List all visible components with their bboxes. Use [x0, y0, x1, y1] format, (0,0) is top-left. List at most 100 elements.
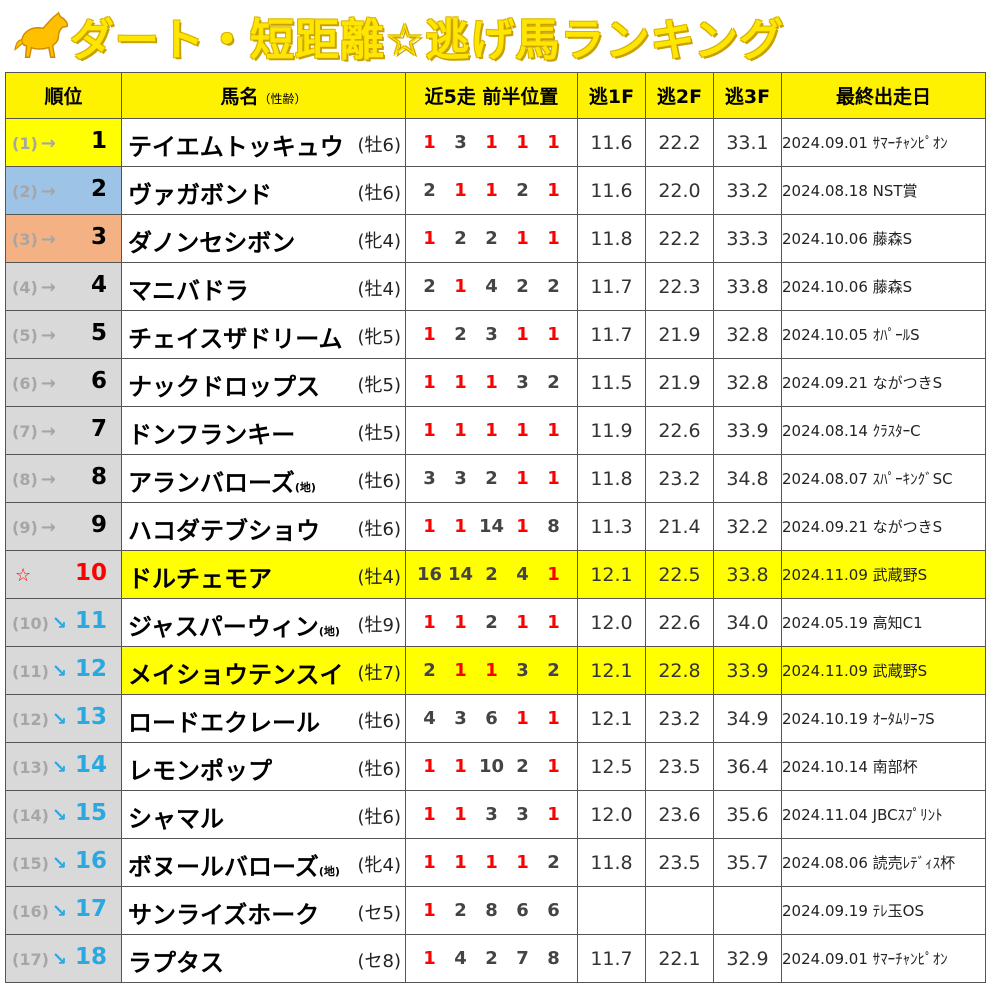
horse-name-text: ドルチェモア: [128, 565, 272, 593]
lead-3f: [713, 886, 782, 935]
last-race: 2024.09.01 ｻﾏｰﾁｬﾝﾋﾟｵﾝ: [781, 118, 986, 167]
lead-3f: 34.8: [713, 454, 782, 503]
trend-arrow-icon: ↘: [51, 661, 67, 682]
position-value: 1: [547, 420, 560, 441]
previous-rank-value: (10): [12, 614, 49, 633]
horse-name: ボヌールバローズ(地): [128, 847, 340, 882]
rank-cell: (14) ↘ 15: [5, 790, 122, 839]
header-last-race: 最終出走日: [781, 72, 986, 119]
horse-name: チェイスザドリーム: [128, 319, 343, 354]
lead-3f: 32.8: [713, 358, 782, 407]
position-value: 1: [516, 324, 529, 345]
current-rank: 1: [90, 128, 107, 154]
previous-rank: (1) →: [12, 133, 56, 154]
position-value: 1: [454, 852, 467, 873]
sex-age: (牡6): [357, 135, 402, 156]
rank-cell: (15) ↘ 16: [5, 838, 122, 887]
rank-cell: (2) → 2: [5, 166, 122, 215]
position-value: 16: [416, 564, 443, 585]
sex-age: (牡6): [357, 807, 402, 828]
trend-arrow-icon: ↘: [51, 853, 67, 874]
position-value: 2: [423, 180, 436, 201]
rank-cell: (4) → 4: [5, 262, 122, 311]
rank-cell: (7) → 7: [5, 406, 122, 455]
last-race: 2024.10.06 藤森S: [781, 262, 986, 311]
lead-1f: 12.5: [577, 742, 646, 791]
current-rank: 7: [90, 416, 107, 442]
horse-name-text: ラプタス: [128, 949, 224, 977]
horse-name: シャマル: [128, 799, 224, 834]
position-value: 1: [547, 468, 560, 489]
sex-age: (牡6): [357, 519, 402, 540]
trend-arrow-icon: ↘: [51, 709, 67, 730]
trend-arrow-icon: ↘: [51, 805, 67, 826]
position-value: 1: [547, 756, 560, 777]
header-f2: 逃2F: [645, 72, 714, 119]
recent-positions: 16 14 2 4 1: [405, 550, 578, 599]
position-value: 1: [454, 660, 467, 681]
previous-rank: (9) →: [12, 517, 56, 538]
current-rank: 16: [74, 848, 107, 874]
lead-1f: 11.7: [577, 934, 646, 983]
rank-cell: (5) → 5: [5, 310, 122, 359]
position-value: 3: [454, 132, 467, 153]
horse-name: メイショウテンスイ: [128, 655, 344, 690]
position-value: 1: [516, 228, 529, 249]
horse-name: ラプタス: [128, 943, 224, 978]
last-race: 2024.09.01 ｻﾏｰﾁｬﾝﾋﾟｵﾝ: [781, 934, 986, 983]
trend-arrow-icon: →: [40, 277, 56, 298]
position-value: 1: [516, 516, 529, 537]
previous-rank-value: (2): [12, 182, 38, 201]
lead-2f: 23.6: [645, 790, 714, 839]
position-value: 4: [485, 276, 498, 297]
position-value: 1: [547, 324, 560, 345]
horse-cell: ドンフランキー (牡5): [121, 406, 406, 455]
position-value: 2: [485, 948, 498, 969]
lead-1f: 12.0: [577, 790, 646, 839]
position-value: 1: [547, 612, 560, 633]
horse-name-text: チェイスザドリーム: [128, 325, 343, 353]
sex-age: (牡4): [357, 567, 402, 588]
previous-rank-value: (11): [12, 662, 49, 681]
rank-cell: (13) ↘ 14: [5, 742, 122, 791]
position-value: 1: [547, 180, 560, 201]
position-value: 2: [485, 228, 498, 249]
recent-positions: 1 1 14 1 8: [405, 502, 578, 551]
rank-cell: (12) ↘ 13: [5, 694, 122, 743]
sex-age: (牝4): [357, 231, 402, 252]
previous-rank: (7) →: [12, 421, 56, 442]
current-rank: 2: [90, 176, 107, 202]
horse-cell: チェイスザドリーム (牝5): [121, 310, 406, 359]
previous-rank: (3) →: [12, 229, 56, 250]
position-value: 1: [516, 132, 529, 153]
lead-1f: 12.0: [577, 598, 646, 647]
horse-name-text: テイエムトッキュウ: [128, 133, 344, 161]
table-row: (9) → 9 ハコダテブショウ (牡6) 1 1 14 1 8 11.3 21.4 32…: [5, 502, 986, 551]
current-rank: 15: [74, 800, 107, 826]
position-value: 2: [547, 372, 560, 393]
lead-3f: 32.9: [713, 934, 782, 983]
position-value: 4: [516, 564, 529, 585]
horse-name: ダノンセシボン: [128, 223, 295, 258]
position-value: 1: [454, 180, 467, 201]
sex-age: (牡6): [357, 759, 402, 780]
horse-cell: ハコダテブショウ (牡6): [121, 502, 406, 551]
recent-positions: 1 1 10 2 1: [405, 742, 578, 791]
lead-1f: 12.1: [577, 550, 646, 599]
header-positions: 近5走 前半位置: [405, 72, 578, 119]
previous-rank: (13) ↘: [12, 757, 67, 778]
position-value: 14: [447, 564, 474, 585]
position-value: 1: [454, 276, 467, 297]
